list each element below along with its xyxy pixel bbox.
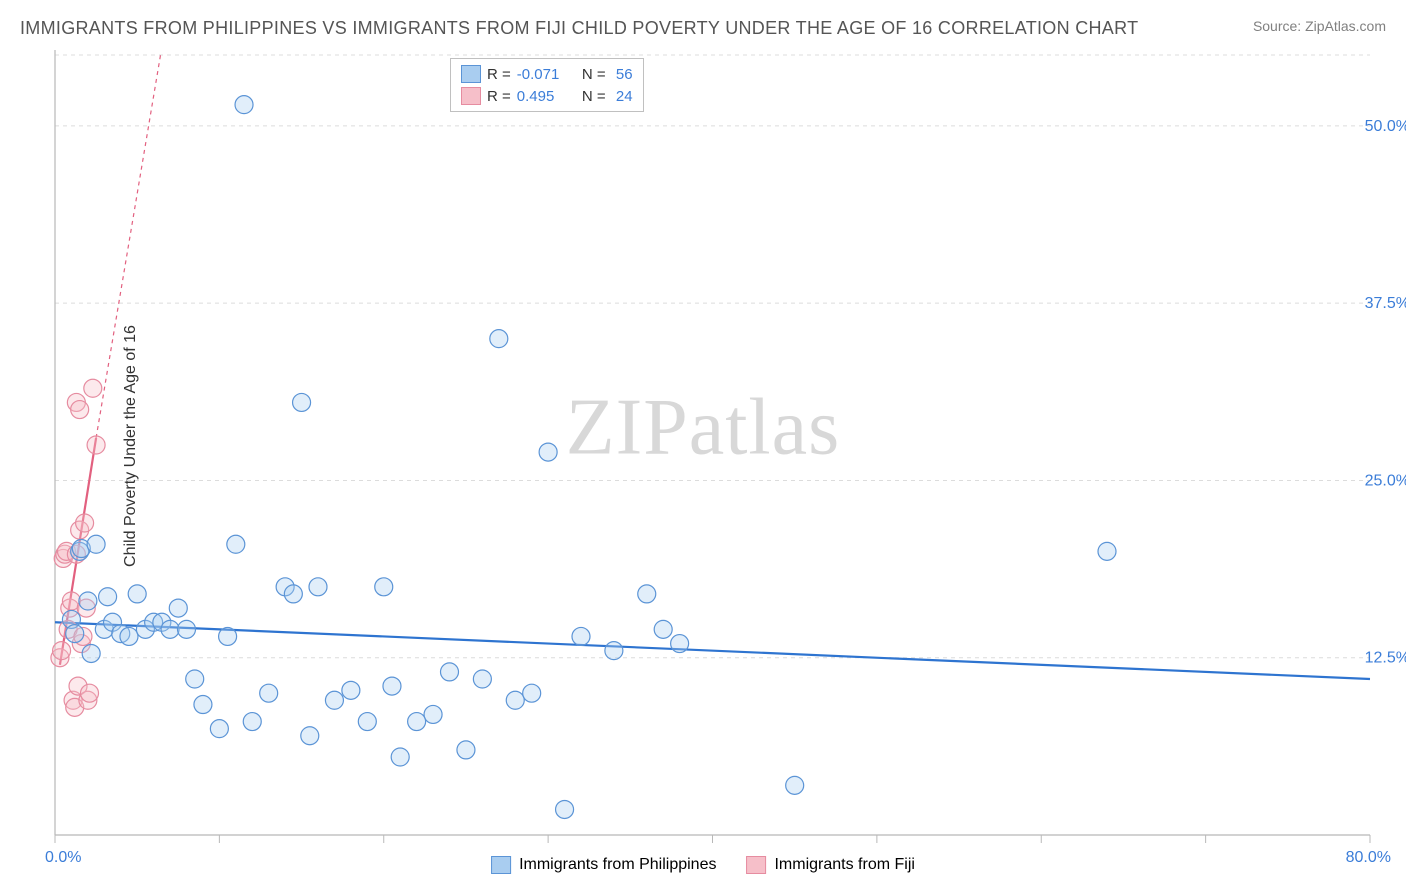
data-point [358,713,376,731]
data-point [227,535,245,553]
data-point [87,535,105,553]
data-point [81,684,99,702]
y-tick-label: 12.5% [1365,650,1406,667]
series-legend: Immigrants from Philippines Immigrants f… [491,856,915,874]
data-point [219,627,237,645]
data-point [120,627,138,645]
data-point [556,800,574,818]
data-point [161,620,179,638]
data-point [186,670,204,688]
data-point [786,776,804,794]
data-point [82,644,100,662]
chart-container: IMMIGRANTS FROM PHILIPPINES VS IMMIGRANT… [0,0,1406,892]
data-point [84,379,102,397]
data-point [178,620,196,638]
data-point [194,696,212,714]
x-min-label: 0.0% [45,849,81,867]
data-point [490,330,508,348]
data-point [235,96,253,114]
data-point [53,642,71,660]
legend-row: R = 0.495 N = 24 [461,85,633,107]
data-point [301,727,319,745]
data-point [391,748,409,766]
legend-swatch-icon [461,87,481,105]
correlation-legend: R = -0.071 N = 56 R = 0.495 N = 24 [450,58,644,112]
data-point [293,393,311,411]
data-point [169,599,187,617]
data-point [128,585,146,603]
legend-r-label: R = [487,66,511,83]
data-point [408,713,426,731]
legend-swatch-philippines [491,856,511,874]
data-point [79,592,97,610]
data-point [99,588,117,606]
legend-row: R = -0.071 N = 56 [461,63,633,85]
legend-item-fiji: Immigrants from Fiji [746,856,914,874]
data-point [243,713,261,731]
legend-r-label: R = [487,88,511,105]
scatter-plot-svg: 12.5% 25.0% 37.5% 50.0% [0,0,1406,892]
data-point [71,401,89,419]
data-point [654,620,672,638]
data-point [572,627,590,645]
legend-label-philippines: Immigrants from Philippines [519,856,716,874]
legend-n-value: 56 [612,66,633,83]
data-point [1098,542,1116,560]
y-tick-label: 25.0% [1365,472,1406,489]
data-point [671,635,689,653]
y-tick-label: 37.5% [1365,295,1406,312]
y-tick-label: 50.0% [1365,118,1406,135]
data-point [66,625,84,643]
legend-swatch-fiji [746,856,766,874]
data-point [260,684,278,702]
data-point [383,677,401,695]
data-point [309,578,327,596]
data-point [342,681,360,699]
data-point [638,585,656,603]
data-point [375,578,393,596]
legend-label-fiji: Immigrants from Fiji [774,856,914,874]
data-point [424,705,442,723]
legend-n-value: 24 [612,88,633,105]
data-point [284,585,302,603]
data-point [457,741,475,759]
data-point [210,720,228,738]
data-point [76,514,94,532]
legend-n-label: N = [578,66,606,83]
data-point [605,642,623,660]
data-point [441,663,459,681]
legend-r-value: -0.071 [517,66,572,83]
data-point [325,691,343,709]
data-point [87,436,105,454]
x-max-label: 80.0% [1346,849,1391,867]
data-point [473,670,491,688]
legend-swatch-icon [461,65,481,83]
legend-n-label: N = [578,88,606,105]
legend-item-philippines: Immigrants from Philippines [491,856,716,874]
data-point [506,691,524,709]
legend-r-value: 0.495 [517,88,572,105]
data-point [523,684,541,702]
data-point [539,443,557,461]
